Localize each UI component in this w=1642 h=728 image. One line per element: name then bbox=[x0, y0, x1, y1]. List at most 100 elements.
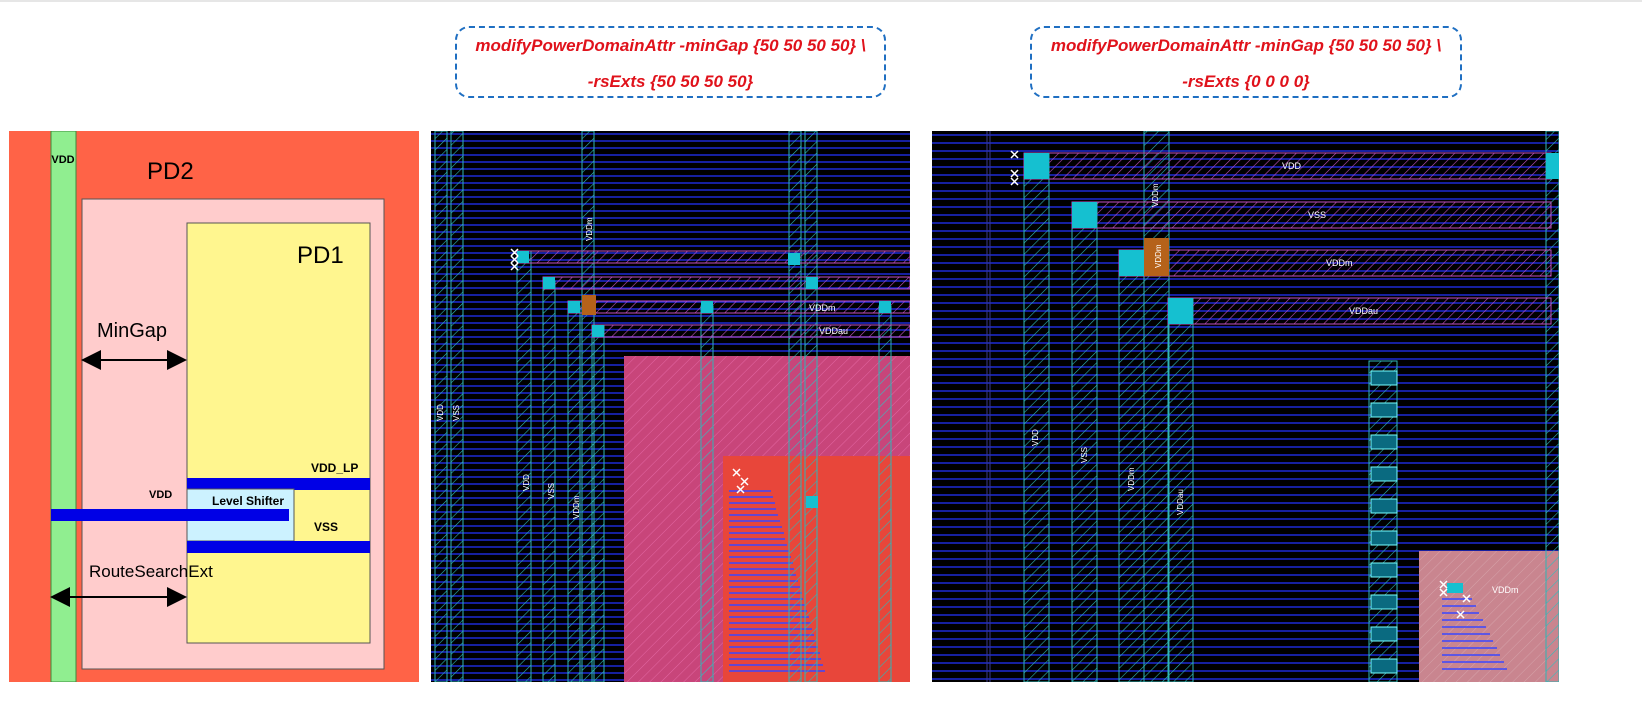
vertical-stripe bbox=[516, 250, 532, 682]
rail-label-vddm: VDDm bbox=[1326, 258, 1353, 268]
command-line-2: -rsExts {0 0 0 0} bbox=[1182, 72, 1310, 91]
layout-view-rsexts-50: VDD VSS VDDm VDDm VDDau VDD VSS VDDm bbox=[431, 131, 910, 682]
horizontal-power-rails bbox=[516, 250, 910, 508]
vdd-strip-label: VDD bbox=[51, 154, 74, 166]
rail-label-vddau: VDDau bbox=[1349, 306, 1378, 316]
horizontal-rail bbox=[591, 324, 910, 338]
vdd-lp-rail bbox=[187, 478, 370, 490]
via-stack bbox=[1370, 466, 1398, 482]
via-cell bbox=[582, 295, 596, 315]
via-stack bbox=[1370, 594, 1398, 610]
route-search-ext-label: RouteSearchExt bbox=[89, 562, 213, 581]
vertical-stripe bbox=[567, 305, 581, 682]
pink-domain-hatch bbox=[1419, 551, 1559, 682]
via-cell bbox=[543, 277, 555, 289]
vertical-stripe bbox=[1118, 250, 1145, 682]
vertical-stripe bbox=[788, 131, 802, 682]
via-cell bbox=[879, 301, 891, 313]
vdd-lp-label: VDD_LP bbox=[311, 461, 358, 475]
horizontal-rail bbox=[516, 250, 910, 264]
level-shifter-label: Level Shifter bbox=[212, 494, 284, 508]
rail-label-vss: VSS bbox=[1308, 210, 1326, 220]
horizontal-power-rails bbox=[1023, 152, 1559, 325]
via-cell bbox=[806, 496, 818, 508]
vertical-stripe bbox=[1167, 298, 1194, 682]
horizontal-rail bbox=[1071, 201, 1552, 229]
horizontal-rail bbox=[1023, 152, 1552, 180]
via-cell bbox=[517, 251, 529, 263]
vdd-input-rail bbox=[51, 509, 289, 521]
command-box-2: modifyPowerDomainAttr -minGap {50 50 50 … bbox=[1030, 26, 1462, 98]
top-label-vddm: VDDm bbox=[1151, 183, 1160, 207]
rail-label-vdd: VDD bbox=[1282, 161, 1302, 171]
vertical-stripe bbox=[700, 305, 714, 682]
via-cell bbox=[1024, 153, 1049, 179]
via-cell bbox=[1447, 583, 1463, 593]
left-label-vdd: VDD bbox=[436, 404, 445, 421]
via-stack bbox=[1370, 370, 1398, 386]
vertical-label-vdd: VDD bbox=[522, 474, 531, 491]
horizontal-rail bbox=[1167, 297, 1552, 325]
via-stack bbox=[1370, 402, 1398, 418]
vertical-label-vddau: VDDau bbox=[1176, 489, 1185, 515]
inner-label-vddm: VDDm bbox=[1154, 244, 1163, 268]
vertical-stripe bbox=[581, 131, 595, 682]
via-cell bbox=[806, 277, 818, 289]
vertical-label-vddm: VDDm bbox=[572, 495, 581, 519]
command-line-1: modifyPowerDomainAttr -minGap {50 50 50 … bbox=[1050, 36, 1442, 55]
bottom-label-vddm: VDDm bbox=[1492, 585, 1519, 595]
command-box-1: modifyPowerDomainAttr -minGap {50 50 50 … bbox=[455, 26, 886, 98]
vdd-strip bbox=[50, 131, 77, 682]
horizontal-rail bbox=[567, 300, 910, 314]
vertical-stripe bbox=[878, 305, 892, 682]
vertical-stripe bbox=[804, 131, 818, 682]
pd1-label: PD1 bbox=[297, 242, 344, 269]
via-cell bbox=[1144, 238, 1169, 276]
vertical-power-stripes bbox=[434, 131, 892, 682]
via-stack bbox=[1370, 626, 1398, 642]
vertical-label-vss: VSS bbox=[547, 483, 556, 499]
via-stack bbox=[1370, 562, 1398, 578]
via-cell bbox=[701, 301, 713, 313]
via-cell bbox=[592, 325, 604, 337]
vss-label: VSS bbox=[314, 520, 338, 534]
via-cell bbox=[1546, 153, 1559, 179]
power-domain-schematic: VDD PD2 PD1 MinGap VDD_LP Level Shifter … bbox=[9, 131, 419, 682]
via-stack bbox=[1370, 498, 1398, 514]
via-cell bbox=[568, 301, 580, 313]
top-label-vddm: VDDm bbox=[585, 217, 594, 241]
rail-label-vddm: VDDm bbox=[809, 303, 836, 313]
vertical-stripe bbox=[542, 280, 556, 682]
via-stack bbox=[1370, 434, 1398, 450]
mingap-label: MinGap bbox=[97, 320, 167, 342]
via-cell bbox=[1072, 202, 1097, 228]
pd1-region bbox=[186, 222, 371, 644]
vertical-stripe bbox=[1023, 153, 1050, 682]
vertical-label-vdd: VDD bbox=[1031, 429, 1040, 446]
via-cell bbox=[788, 253, 800, 265]
via-cell bbox=[1119, 250, 1144, 276]
left-label-vss: VSS bbox=[452, 405, 461, 421]
vertical-label-vddm: VDDm bbox=[1127, 467, 1136, 491]
vertical-stripe bbox=[1071, 202, 1098, 682]
command-line-2: -rsExts {50 50 50 50} bbox=[587, 72, 754, 91]
cross-markers bbox=[1010, 150, 1471, 619]
via-cells bbox=[1370, 370, 1463, 674]
cross-markers bbox=[510, 248, 749, 494]
via-stack bbox=[1370, 658, 1398, 674]
via-stack bbox=[1370, 530, 1398, 546]
vertical-stripe bbox=[450, 131, 464, 682]
horizontal-rail bbox=[542, 276, 910, 290]
vdd-input-label: VDD bbox=[149, 489, 172, 501]
inner-metal-lines bbox=[1442, 598, 1507, 670]
vertical-stripe bbox=[434, 131, 448, 682]
pd2-label: PD2 bbox=[147, 158, 194, 185]
via-cell bbox=[1168, 298, 1193, 324]
command-line-1: modifyPowerDomainAttr -minGap {50 50 50 … bbox=[475, 36, 866, 55]
vss-rail bbox=[187, 541, 370, 553]
top-divider bbox=[0, 0, 1642, 2]
rail-label-vddau: VDDau bbox=[819, 326, 848, 336]
horizontal-rail bbox=[1118, 249, 1552, 277]
layout-view-rsexts-0: VDD VSS VDDm VDDau VDDm VDDm VDD VSS VDD… bbox=[932, 131, 1559, 682]
vertical-label-vss: VSS bbox=[1080, 447, 1089, 463]
